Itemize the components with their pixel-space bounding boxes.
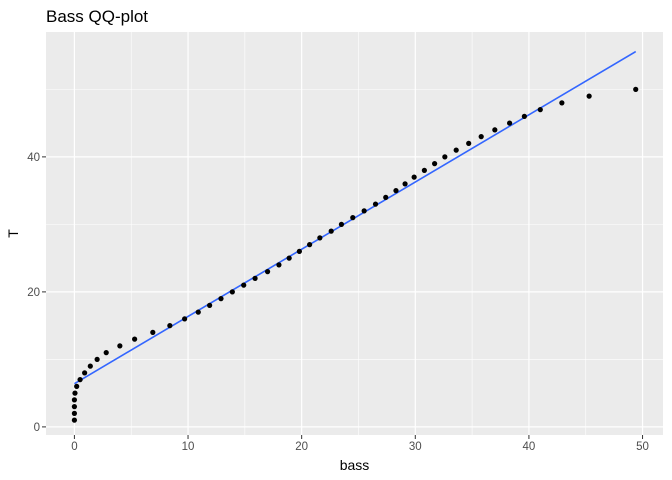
data-point (402, 181, 408, 187)
data-point (442, 154, 448, 160)
data-point (421, 167, 427, 173)
data-point (453, 147, 459, 153)
data-point (372, 201, 379, 207)
data-point (492, 127, 498, 133)
y-tick-label: 40 (27, 152, 40, 164)
data-point (77, 377, 83, 383)
data-point (252, 275, 258, 281)
x-tick-label: 40 (523, 441, 536, 453)
grid-major (46, 32, 663, 435)
data-point (117, 343, 123, 349)
data-point (338, 221, 345, 227)
data-point (167, 323, 173, 329)
data-point (307, 242, 313, 248)
data-point (411, 174, 417, 180)
data-point (71, 410, 78, 416)
data-point (132, 336, 138, 342)
y-tick-label: 20 (27, 287, 40, 299)
data-point (466, 140, 472, 146)
data-point (361, 208, 367, 214)
data-point (218, 296, 224, 302)
data-point (276, 262, 282, 268)
data-point (296, 248, 302, 254)
data-point (432, 161, 438, 167)
data-point (71, 404, 78, 410)
data-point (478, 134, 484, 140)
data-point (264, 269, 271, 275)
x-axis-title: bass (340, 457, 370, 473)
x-tick-label: 20 (295, 441, 308, 453)
y-axis-ticks: 0 20 40 (27, 152, 46, 434)
data-point (350, 215, 356, 221)
data-point (229, 289, 235, 295)
grid-minor (46, 32, 663, 435)
data-point (286, 255, 292, 261)
data-point (507, 120, 513, 126)
x-tick-label: 0 (71, 441, 77, 453)
x-tick-label: 10 (182, 441, 195, 453)
data-point (633, 86, 639, 92)
data-point (82, 370, 88, 376)
data-point (103, 350, 109, 356)
data-point (182, 316, 188, 322)
data-point (537, 107, 543, 113)
data-point (74, 383, 80, 389)
data-point (586, 93, 592, 99)
data-point (71, 417, 78, 423)
data-point (150, 329, 156, 335)
data-point (521, 113, 527, 119)
data-point (195, 309, 201, 315)
x-tick-label: 30 (409, 441, 422, 453)
data-point (383, 194, 389, 200)
data-point (328, 228, 334, 234)
data-point (317, 235, 323, 241)
plot-panel (46, 32, 663, 435)
x-tick-label: 50 (636, 441, 649, 453)
points-layer (71, 86, 639, 423)
y-tick-label: 0 (34, 422, 40, 434)
data-point (94, 356, 100, 362)
data-point (72, 390, 78, 396)
chart-title: Bass QQ-plot (46, 7, 148, 26)
data-point (87, 363, 93, 369)
data-point (559, 100, 565, 106)
x-axis-ticks: 0 10 20 30 40 50 (71, 435, 649, 453)
y-axis-title: T (5, 229, 21, 238)
data-point (241, 282, 247, 288)
data-point (207, 302, 213, 308)
data-point (393, 188, 399, 194)
data-point (71, 397, 78, 403)
